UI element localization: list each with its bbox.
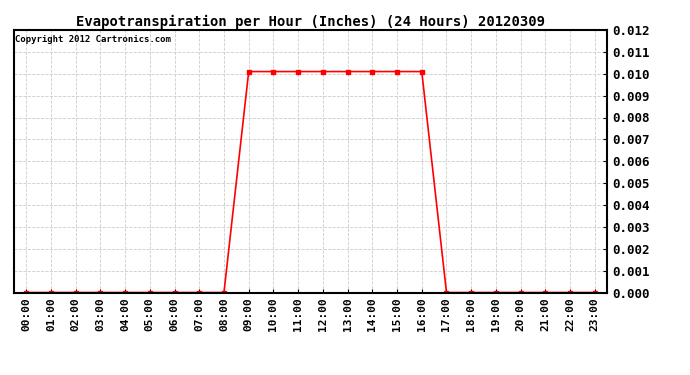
Text: Copyright 2012 Cartronics.com: Copyright 2012 Cartronics.com (15, 35, 171, 44)
Title: Evapotranspiration per Hour (Inches) (24 Hours) 20120309: Evapotranspiration per Hour (Inches) (24… (76, 15, 545, 29)
